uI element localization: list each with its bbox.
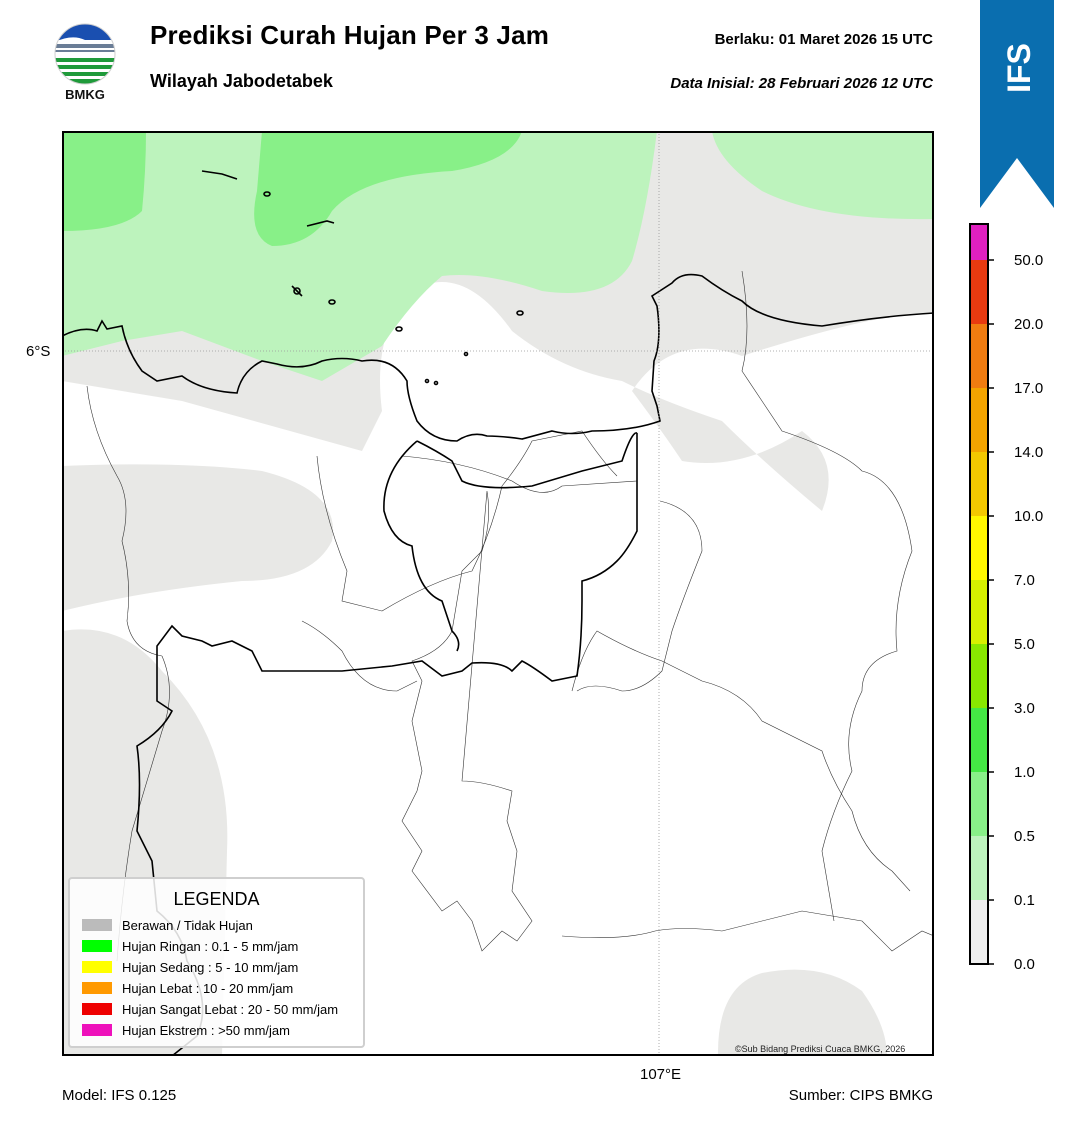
- legend-label: Hujan Lebat : 10 - 20 mm/jam: [122, 980, 294, 996]
- legend-swatch: [82, 982, 112, 994]
- colorbar-segment: [970, 260, 988, 324]
- colorbar-segment: [970, 324, 988, 388]
- legend-title: LEGENDA: [173, 889, 260, 909]
- model-info: Model: IFS 0.125: [62, 1087, 177, 1104]
- legend-label: Hujan Sedang : 5 - 10 mm/jam: [122, 959, 299, 975]
- source-info: Sumber: CIPS BMKG: [788, 1087, 933, 1104]
- legend-item: Hujan Lebat : 10 - 20 mm/jam: [82, 980, 293, 996]
- admin-boundaries: [86, 270, 935, 962]
- colorbar-segment: [970, 224, 988, 260]
- legend-swatch: [82, 940, 112, 952]
- colorbar-tick-label: 5.0: [1014, 636, 1035, 653]
- logo-text: BMKG: [65, 87, 105, 102]
- colorbar-segment: [970, 900, 988, 964]
- islands: [201, 170, 524, 386]
- colorbar-segment: [970, 452, 988, 516]
- map-legend: LEGENDA Berawan / Tidak Hujan Hujan Ring…: [68, 877, 365, 1048]
- page-subtitle: Wilayah Jabodetabek: [150, 71, 333, 91]
- colorbar-tick-label: 14.0: [1014, 444, 1044, 461]
- legend-swatch: [82, 1024, 112, 1036]
- light-rain-areas: [62, 131, 934, 381]
- ifs-ribbon: IFS: [980, 0, 1054, 210]
- colorbar-tick-label: 3.0: [1014, 700, 1035, 717]
- colorbar-tick-label: 20.0: [1014, 316, 1044, 333]
- legend-label: Hujan Sangat Lebat : 20 - 50 mm/jam: [122, 1001, 339, 1017]
- colorbar-tick-label: 17.0: [1014, 380, 1044, 397]
- colorbar-segment: [970, 644, 988, 708]
- colorbar-tick-label: 0.1: [1014, 892, 1035, 909]
- colorbar-tick-label: 1.0: [1014, 764, 1035, 781]
- colorbar-segments: [970, 224, 988, 964]
- legend-swatch: [82, 1003, 112, 1015]
- ribbon-text: IFS: [1001, 43, 1037, 93]
- colorbar-tick-label: 0.0: [1014, 956, 1035, 973]
- legend-swatch: [82, 961, 112, 973]
- legend-swatch: [82, 919, 112, 931]
- valid-time: Berlaku: 01 Maret 2026 15 UTC: [714, 31, 933, 48]
- legend-item: Hujan Ekstrem : >50 mm/jam: [82, 1022, 290, 1038]
- legend-item: Hujan Ringan : 0.1 - 5 mm/jam: [82, 938, 298, 954]
- colorbar-segment: [970, 772, 988, 836]
- latitude-label: 6°S: [26, 343, 51, 360]
- legend-label: Berawan / Tidak Hujan: [122, 917, 253, 933]
- page-title: Prediksi Curah Hujan Per 3 Jam: [150, 20, 550, 50]
- colorbar-tick-label: 50.0: [1014, 252, 1044, 269]
- colorbar-segment: [970, 836, 988, 900]
- colorbar-segment: [970, 388, 988, 452]
- legend-item: Hujan Sedang : 5 - 10 mm/jam: [82, 959, 298, 975]
- moderate-rain-areas: [62, 131, 522, 246]
- legend-label: Hujan Ekstrem : >50 mm/jam: [122, 1022, 290, 1038]
- colorbar-segment: [970, 580, 988, 644]
- bmkg-logo: BMKG: [52, 20, 118, 102]
- colorbar-tick-label: 0.5: [1014, 828, 1035, 845]
- copyright-text: ©Sub Bidang Prediksi Cuaca BMKG, 2026: [735, 1044, 906, 1054]
- graticule: [62, 131, 934, 1056]
- initial-time: Data Inisial: 28 Februari 2026 12 UTC: [670, 75, 933, 92]
- colorbar: [968, 222, 1072, 972]
- legend-label: Hujan Ringan : 0.1 - 5 mm/jam: [122, 938, 299, 954]
- longitude-label: 107°E: [640, 1066, 682, 1083]
- colorbar-tick-label: 10.0: [1014, 508, 1044, 525]
- legend-item: Berawan / Tidak Hujan: [82, 917, 253, 933]
- colorbar-segment: [970, 516, 988, 580]
- legend-item: Hujan Sangat Lebat : 20 - 50 mm/jam: [82, 1001, 338, 1017]
- colorbar-segment: [970, 708, 988, 772]
- colorbar-tick-label: 7.0: [1014, 572, 1035, 589]
